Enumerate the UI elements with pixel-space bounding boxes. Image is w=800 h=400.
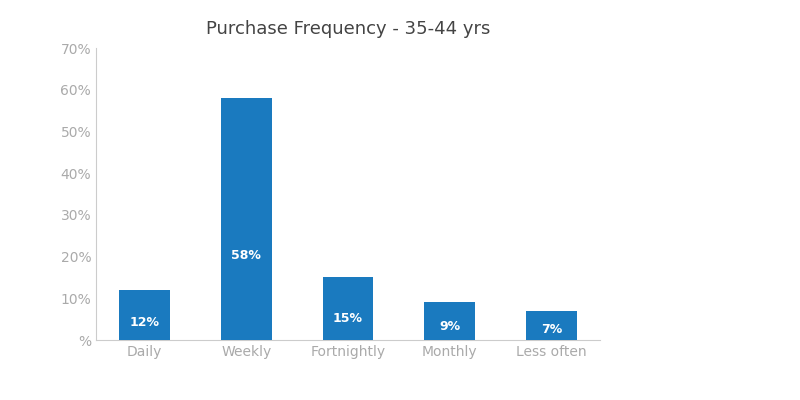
- Bar: [322, 278, 374, 340]
- Title: Purchase Frequency - 35-44 yrs: Purchase Frequency - 35-44 yrs: [206, 20, 490, 38]
- Bar: [526, 311, 577, 340]
- Text: 12%: 12%: [130, 316, 159, 329]
- Bar: [221, 98, 272, 340]
- Bar: [119, 290, 170, 340]
- Text: 15%: 15%: [333, 312, 363, 325]
- Text: 58%: 58%: [231, 249, 261, 262]
- Text: 9%: 9%: [439, 320, 460, 333]
- Text: 7%: 7%: [541, 323, 562, 336]
- Bar: [424, 302, 475, 340]
